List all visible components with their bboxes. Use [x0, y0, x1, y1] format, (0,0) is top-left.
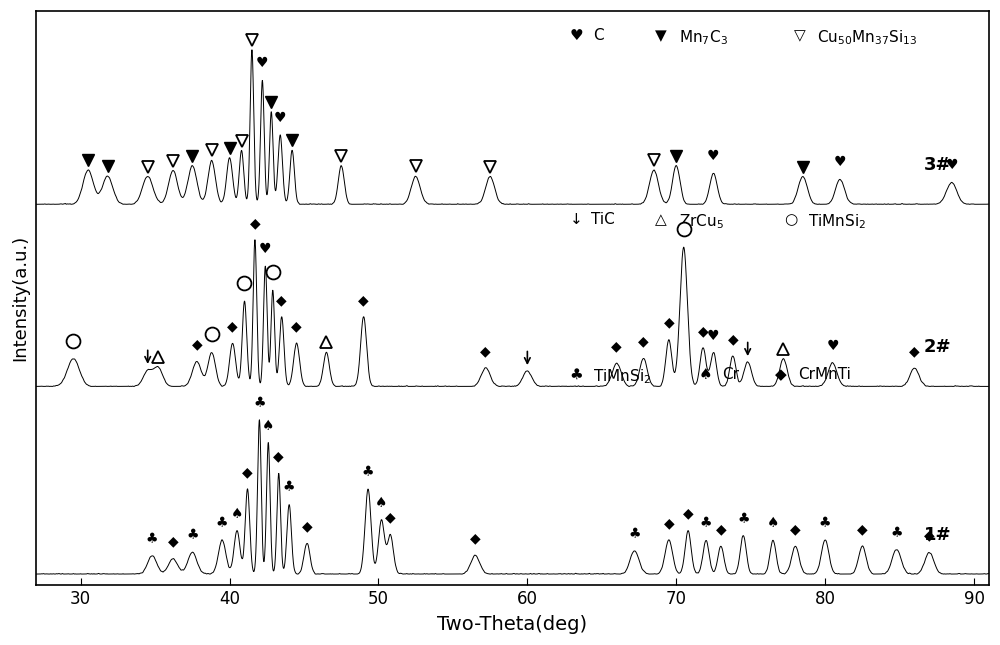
- Text: ◆: ◆: [227, 319, 238, 333]
- Text: ◆: ◆: [273, 450, 284, 464]
- Text: ♠: ♠: [767, 517, 779, 530]
- Text: ♣: ♣: [362, 465, 374, 479]
- Text: Cr: Cr: [722, 367, 739, 382]
- Text: ♣: ♣: [283, 481, 295, 495]
- Text: ◆: ◆: [192, 337, 202, 352]
- Text: ♣: ♣: [890, 526, 903, 540]
- Text: ♥: ♥: [256, 57, 269, 70]
- Text: ♣: ♣: [700, 517, 712, 531]
- Text: CrMnTi: CrMnTi: [798, 367, 851, 382]
- Text: ♥: ♥: [834, 155, 846, 170]
- Text: ◆: ◆: [716, 522, 726, 537]
- X-axis label: Two-Theta(deg): Two-Theta(deg): [437, 615, 588, 634]
- Text: ♣: ♣: [253, 396, 266, 410]
- Text: ◆: ◆: [698, 324, 708, 338]
- Text: ♣: ♣: [216, 516, 228, 530]
- Text: ◆: ◆: [728, 332, 738, 346]
- Text: TiMnSi$_2$: TiMnSi$_2$: [593, 367, 652, 386]
- Text: ♣: ♣: [570, 367, 583, 382]
- Text: ♠: ♠: [231, 507, 243, 521]
- Text: ♠: ♠: [262, 419, 275, 433]
- Text: ◆: ◆: [663, 516, 674, 530]
- Text: ▼: ▼: [655, 28, 667, 43]
- Text: ◆: ◆: [638, 335, 649, 348]
- Text: ♥: ♥: [570, 28, 583, 43]
- Text: ◆: ◆: [683, 507, 693, 521]
- Text: ♣: ♣: [737, 511, 749, 526]
- Text: 2#: 2#: [924, 338, 952, 356]
- Text: ♥: ♥: [707, 329, 720, 342]
- Text: ◆: ◆: [480, 344, 491, 358]
- Text: ◆: ◆: [250, 216, 260, 230]
- Text: ZrCu$_5$: ZrCu$_5$: [679, 212, 724, 231]
- Text: ◆: ◆: [291, 319, 302, 333]
- Text: ↓: ↓: [570, 212, 582, 227]
- Text: ♣: ♣: [819, 516, 831, 530]
- Text: ♥: ♥: [707, 150, 720, 163]
- Text: 3#: 3#: [924, 156, 952, 174]
- Text: ◆: ◆: [302, 519, 312, 533]
- Text: ◆: ◆: [611, 339, 622, 353]
- Text: ◆: ◆: [358, 293, 369, 307]
- Text: ♥: ♥: [826, 339, 839, 353]
- Text: ♥: ♥: [274, 111, 286, 125]
- Text: ◆: ◆: [276, 293, 287, 307]
- Text: TiC: TiC: [591, 212, 614, 227]
- Text: ◆: ◆: [775, 367, 786, 382]
- Text: ◆: ◆: [909, 344, 920, 359]
- Text: ♣: ♣: [628, 527, 641, 541]
- Text: Mn$_7$C$_3$: Mn$_7$C$_3$: [679, 28, 728, 47]
- Text: ◆: ◆: [790, 522, 801, 537]
- Text: Cu$_{50}$Mn$_{37}$Si$_{13}$: Cu$_{50}$Mn$_{37}$Si$_{13}$: [817, 28, 918, 47]
- Text: ◆: ◆: [663, 316, 674, 330]
- Text: ♣: ♣: [186, 528, 199, 542]
- Text: 1#: 1#: [924, 526, 952, 544]
- Text: ♣: ♣: [146, 532, 158, 546]
- Text: ◆: ◆: [857, 522, 868, 536]
- Text: ◆: ◆: [470, 531, 481, 545]
- Text: ◆: ◆: [924, 529, 935, 542]
- Text: △: △: [655, 212, 667, 227]
- Text: ○: ○: [784, 212, 797, 227]
- Y-axis label: Intensity(a.u.): Intensity(a.u.): [11, 235, 29, 361]
- Text: ♠: ♠: [698, 367, 712, 382]
- Text: C: C: [593, 28, 604, 43]
- Text: TiMnSi$_2$: TiMnSi$_2$: [808, 212, 866, 231]
- Text: ♥: ♥: [945, 159, 958, 172]
- Text: ♠: ♠: [375, 495, 388, 510]
- Text: ▽: ▽: [794, 28, 805, 43]
- Text: ♥: ♥: [259, 243, 272, 256]
- Text: ◆: ◆: [242, 465, 253, 479]
- Text: ◆: ◆: [168, 535, 178, 549]
- Text: ◆: ◆: [385, 511, 396, 524]
